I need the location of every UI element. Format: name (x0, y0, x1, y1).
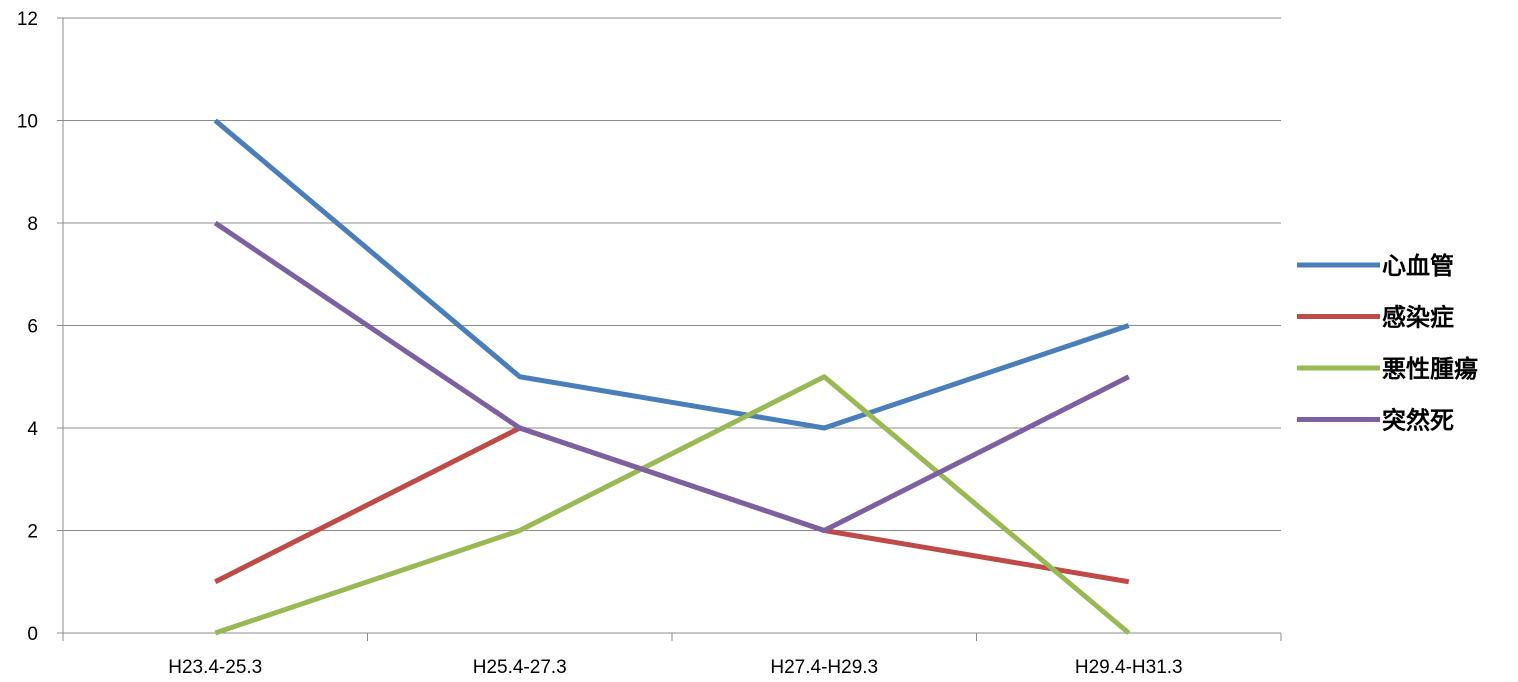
y-axis-tick-labels: 0 2 4 6 8 10 12 (17, 9, 39, 645)
y-tick-label: 0 (27, 624, 38, 645)
x-tick-label: H25.4-27.3 (473, 657, 567, 678)
x-tick-label: H23.4-25.3 (168, 657, 262, 678)
legend-label: 感染症 (1382, 304, 1454, 332)
x-tick-label: H27.4-H29.3 (770, 657, 878, 678)
y-tick-label: 4 (27, 419, 38, 440)
y-tick-label: 10 (17, 112, 38, 133)
axes (57, 17, 1282, 641)
y-tick-label: 2 (27, 522, 38, 543)
legend-label: 悪性腫瘍 (1382, 355, 1478, 383)
series-line-3 (214, 374, 1131, 636)
series-lines (213, 118, 1131, 636)
series-line-4 (213, 220, 1130, 533)
y-tick-label: 12 (17, 9, 38, 30)
legend-label: 突然死 (1382, 407, 1454, 435)
gridlines (63, 17, 1281, 531)
legend-label: 心血管 (1382, 252, 1454, 280)
y-tick-label: 8 (27, 214, 38, 235)
series-line-1 (213, 118, 1130, 431)
y-tick-label: 6 (27, 317, 38, 338)
x-axis-tick-labels: H23.4-25.3 H25.4-27.3 H27.4-H29.3 H29.4-H31… (168, 657, 1182, 678)
x-tick-label: H29.4-H31.3 (1075, 657, 1183, 678)
